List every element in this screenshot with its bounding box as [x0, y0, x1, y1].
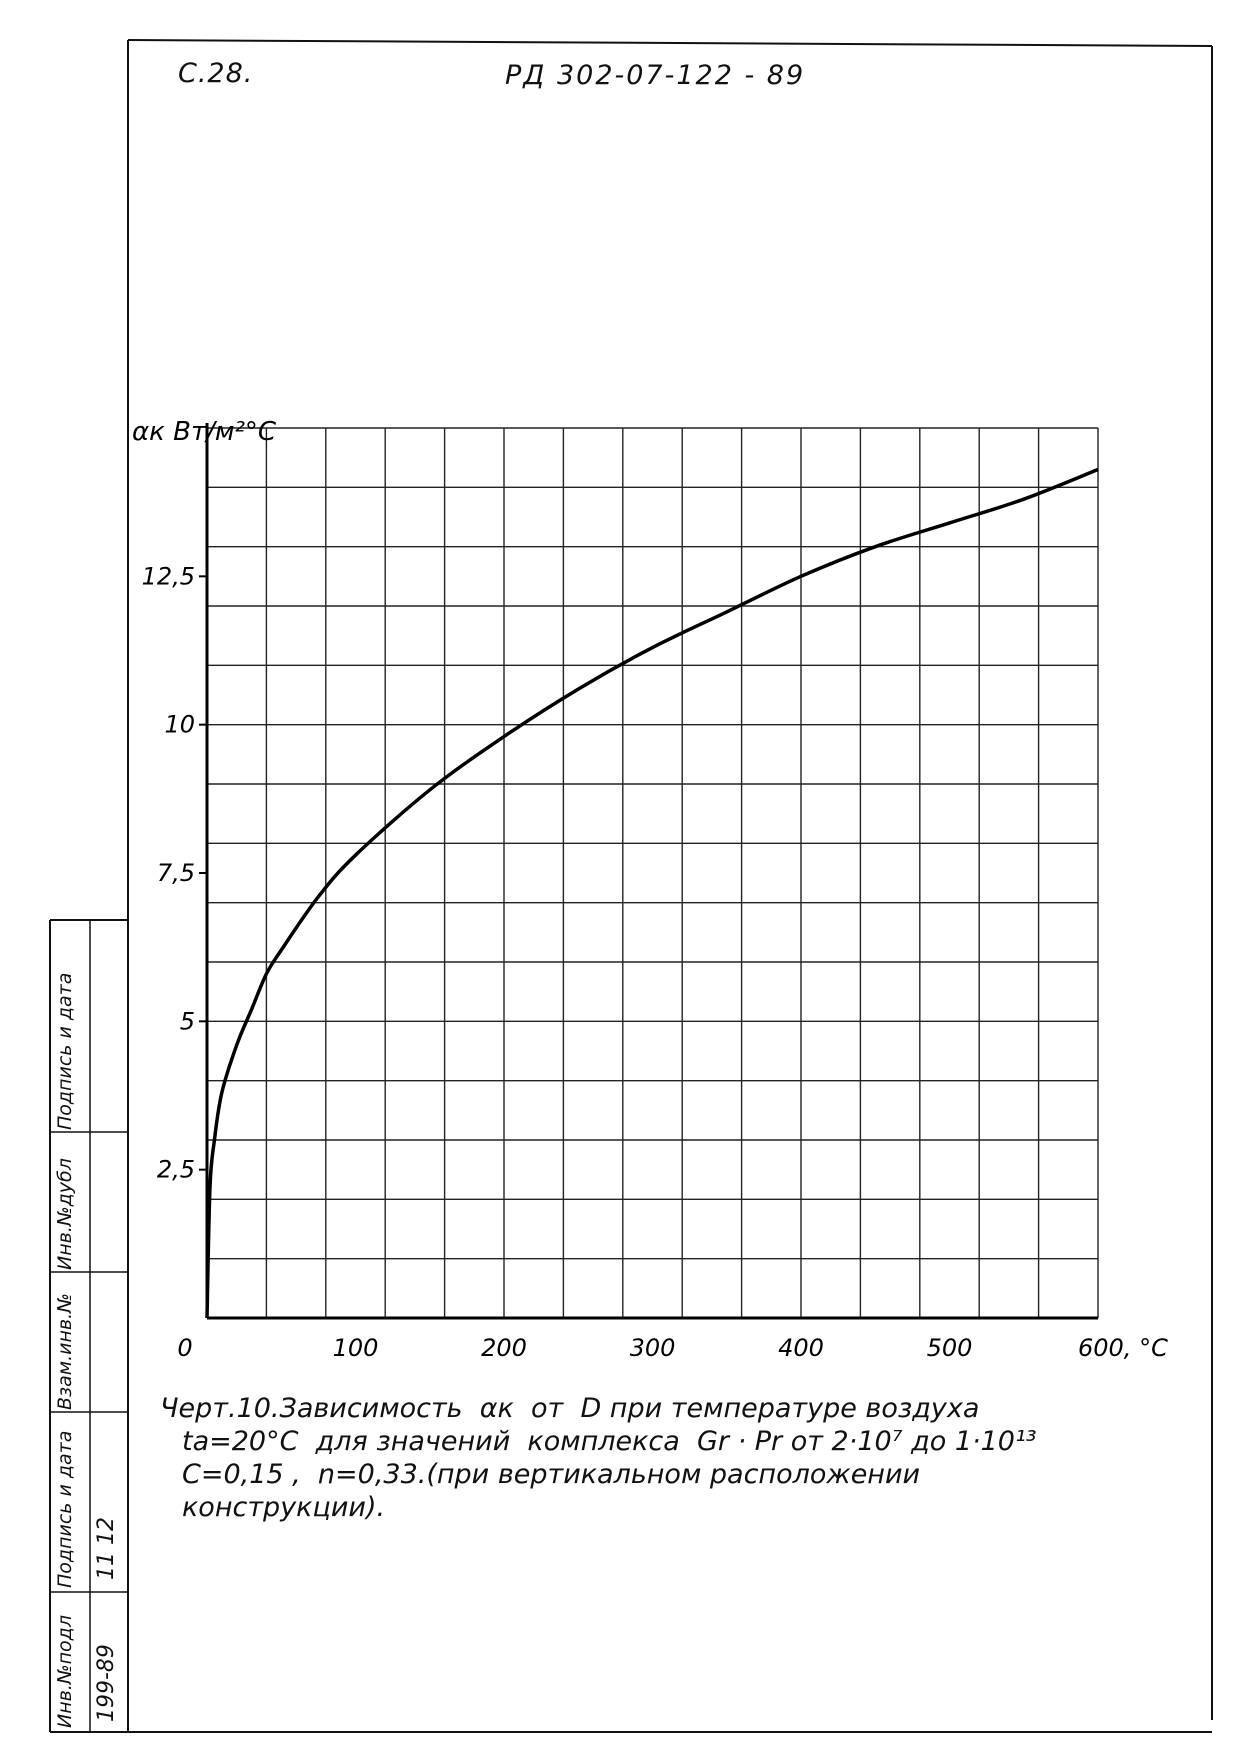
x-tick-label: 0	[177, 1334, 192, 1362]
y-tick-label: 7,5	[157, 859, 195, 887]
caption-line-1: Черт.10.Зависимость αк от D при температ…	[160, 1393, 980, 1424]
caption-line-3: C=0,15 , n=0,33.(при вертикальном распол…	[182, 1459, 921, 1490]
x-tick-label: 200	[481, 1334, 527, 1362]
page-number: С.28.	[178, 58, 254, 89]
caption-line-2: tа=20°C для значений комплекса Gr · Pr о…	[182, 1426, 1037, 1457]
chart-grid	[206, 427, 1099, 1319]
x-tick-label: 400	[778, 1334, 824, 1362]
x-tick-label: 300	[630, 1334, 676, 1362]
y-tick-label: 10	[164, 711, 195, 739]
x-tick-label: 500	[927, 1334, 973, 1362]
caption-line-4: конструкции).	[182, 1492, 386, 1523]
document-code: РД 302-07-122 - 89	[505, 60, 806, 91]
chart-axes	[199, 423, 1098, 1320]
y-axis-label: αк Вт/м²°C	[132, 417, 277, 447]
x-tick-label: 100	[333, 1334, 379, 1362]
chart-series	[205, 467, 1099, 1319]
x-tick-label: 600, °C	[1078, 1334, 1168, 1362]
figure-caption: Черт.10.Зависимость αк от D при температ…	[160, 1392, 1160, 1524]
y-tick-label: 12,5	[142, 562, 195, 590]
y-tick-label: 5	[180, 1007, 195, 1035]
chart-labels: 0 100 200 300 400 500 600, °C 2,5 5 7,5 10 12,5 αк В…	[132, 417, 1168, 1362]
series-line-alpha-k	[205, 467, 1099, 1319]
y-tick-label: 2,5	[157, 1156, 195, 1184]
